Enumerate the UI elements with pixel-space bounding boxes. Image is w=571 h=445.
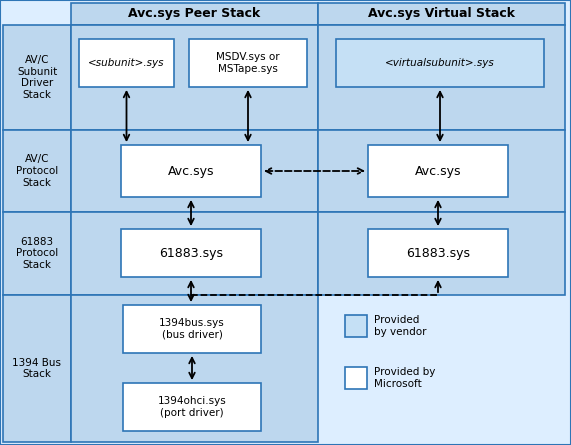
Bar <box>71 295 318 442</box>
Bar <box>3 212 71 295</box>
Text: 61883.sys: 61883.sys <box>159 247 223 259</box>
Text: Provided
by vendor: Provided by vendor <box>374 315 427 337</box>
Text: AV/C
Subunit
Driver
Stack: AV/C Subunit Driver Stack <box>17 55 57 100</box>
Bar <box>189 39 307 87</box>
Text: Avc.sys Peer Stack: Avc.sys Peer Stack <box>128 8 260 20</box>
Bar <box>71 25 318 130</box>
Bar <box>345 315 367 337</box>
Bar <box>3 130 71 212</box>
Text: AV/C
Protocol
Stack: AV/C Protocol Stack <box>16 154 58 188</box>
Bar <box>123 305 261 353</box>
Bar <box>123 383 261 431</box>
Text: 61883.sys: 61883.sys <box>406 247 470 259</box>
Text: 1394 Bus
Stack: 1394 Bus Stack <box>13 358 62 379</box>
Text: Avc.sys: Avc.sys <box>168 165 214 178</box>
Text: Provided by
Microsoft: Provided by Microsoft <box>374 367 435 389</box>
Text: 1394bus.sys
(bus driver): 1394bus.sys (bus driver) <box>159 318 225 340</box>
Bar <box>121 229 261 277</box>
Bar <box>3 25 71 130</box>
Bar <box>71 212 318 295</box>
Text: MSDV.sys or
MSTape.sys: MSDV.sys or MSTape.sys <box>216 52 280 74</box>
Bar <box>345 367 367 389</box>
Bar <box>368 229 508 277</box>
Bar <box>71 130 318 212</box>
Text: 1394ohci.sys
(port driver): 1394ohci.sys (port driver) <box>158 396 226 418</box>
Bar <box>79 39 174 87</box>
Bar <box>368 145 508 197</box>
Bar <box>3 295 71 442</box>
Bar <box>318 212 565 295</box>
Text: <subunit>.sys: <subunit>.sys <box>89 58 165 68</box>
Bar <box>318 130 565 212</box>
Bar <box>336 39 544 87</box>
Bar <box>71 3 318 25</box>
Bar <box>121 145 261 197</box>
Bar <box>318 25 565 130</box>
Text: Avc.sys: Avc.sys <box>415 165 461 178</box>
Text: 61883
Protocol
Stack: 61883 Protocol Stack <box>16 237 58 270</box>
Text: <virtualsubunit>.sys: <virtualsubunit>.sys <box>385 58 495 68</box>
Bar <box>318 3 565 25</box>
Text: Avc.sys Virtual Stack: Avc.sys Virtual Stack <box>368 8 515 20</box>
